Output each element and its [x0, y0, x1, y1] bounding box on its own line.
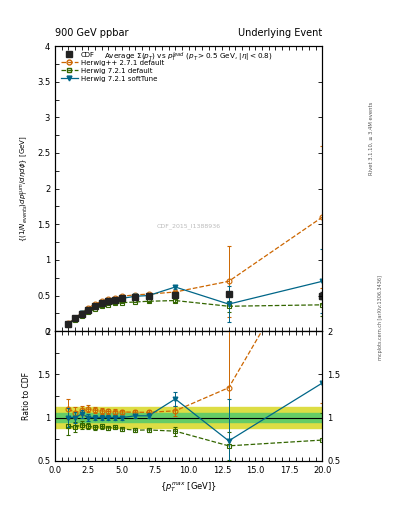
Text: CDF_2015_I1388936: CDF_2015_I1388936	[156, 223, 221, 228]
Text: mcplots.cern.ch [arXiv:1306.3436]: mcplots.cern.ch [arXiv:1306.3436]	[378, 275, 383, 360]
Y-axis label: $\{(1/N_{events}) dp_T^{sum}/d\eta d\phi\}$ [GeV]: $\{(1/N_{events}) dp_T^{sum}/d\eta d\phi…	[19, 135, 31, 242]
Text: Average $\Sigma(p_T)$ vs $p_T^{lead}$ ($p_T > 0.5$ GeV, $|\eta| < 0.8$): Average $\Sigma(p_T)$ vs $p_T^{lead}$ ($…	[105, 50, 273, 63]
Legend: CDF, Herwig++ 2.7.1 default, Herwig 7.2.1 default, Herwig 7.2.1 softTune: CDF, Herwig++ 2.7.1 default, Herwig 7.2.…	[59, 50, 166, 84]
Text: Underlying Event: Underlying Event	[238, 28, 322, 38]
Y-axis label: Ratio to CDF: Ratio to CDF	[22, 372, 31, 420]
X-axis label: $\{p_T^{max}$ [GeV]$\}$: $\{p_T^{max}$ [GeV]$\}$	[160, 480, 217, 494]
Text: Rivet 3.1.10, ≥ 3.4M events: Rivet 3.1.10, ≥ 3.4M events	[369, 101, 374, 175]
Text: 900 GeV ppbar: 900 GeV ppbar	[55, 28, 129, 38]
